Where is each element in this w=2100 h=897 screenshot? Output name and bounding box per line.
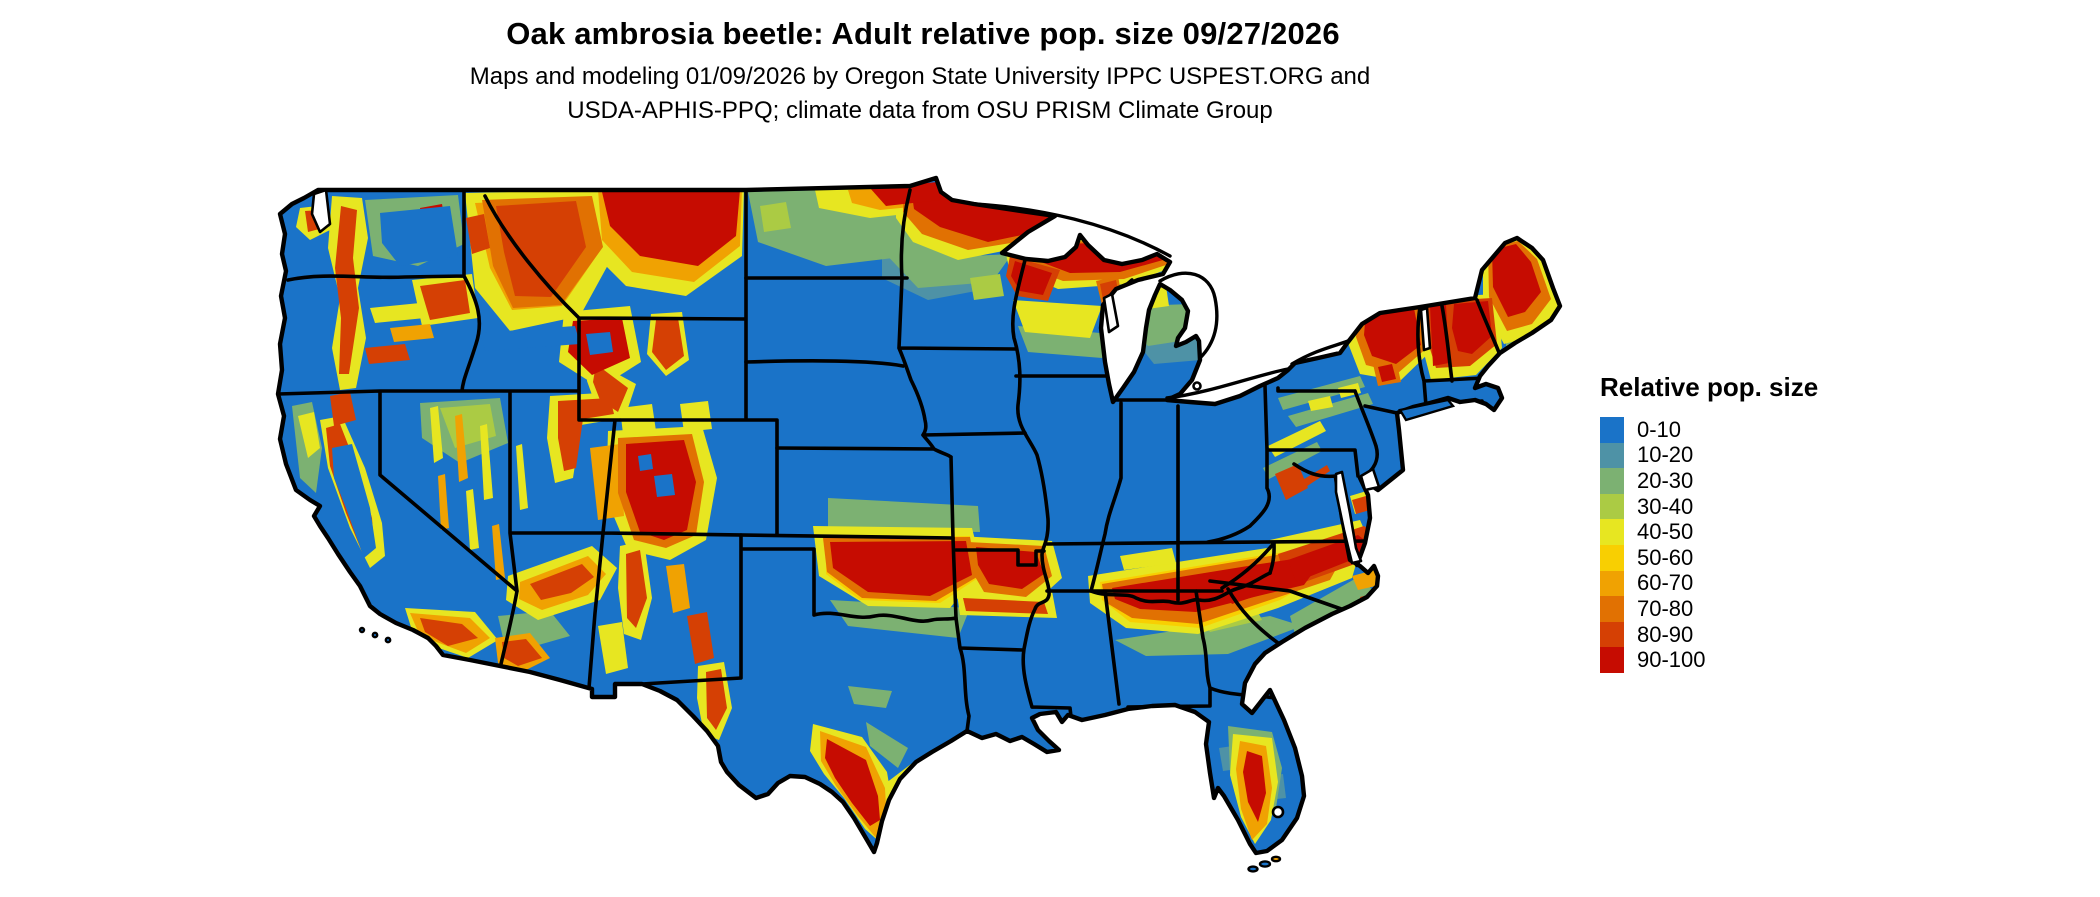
lake-superior-border bbox=[972, 202, 1172, 258]
map-attribution: Maps and modeling 01/09/2026 by Oregon S… bbox=[470, 60, 1370, 128]
legend-swatch-70-80 bbox=[1600, 596, 1624, 622]
lake-st-clair bbox=[1192, 381, 1202, 391]
us-map bbox=[270, 148, 1580, 873]
legend-item: 50-60 bbox=[1600, 545, 1818, 571]
channel-islands bbox=[358, 626, 366, 634]
legend-label: 90-100 bbox=[1637, 647, 1706, 673]
legend-label: 70-80 bbox=[1637, 595, 1694, 621]
legend-swatch-80-90 bbox=[1600, 621, 1624, 648]
green-bay bbox=[1102, 292, 1120, 334]
low-value-basins bbox=[332, 206, 675, 558]
florida-keys bbox=[1258, 860, 1272, 868]
legend-label: 10-20 bbox=[1637, 442, 1694, 468]
attribution-line-2: USDA-APHIS-PPQ; climate data from OSU PR… bbox=[567, 97, 1273, 124]
legend-item: 40-50 bbox=[1600, 519, 1818, 545]
legend-label: 50-60 bbox=[1637, 544, 1694, 570]
map-legend: Relative pop. size 0-10 10-20 20-30 30-4… bbox=[1600, 372, 1818, 673]
legend-item: 0-10 bbox=[1600, 417, 1818, 443]
legend-item: 70-80 bbox=[1600, 596, 1818, 622]
puget-sound bbox=[310, 188, 332, 234]
water-bodies bbox=[310, 188, 1432, 819]
state-borders bbox=[278, 188, 1502, 736]
islands bbox=[358, 398, 1456, 873]
legend-item: 10-20 bbox=[1600, 442, 1818, 469]
legend-label: 20-30 bbox=[1637, 467, 1694, 493]
legend-item: 90-100 bbox=[1600, 647, 1818, 673]
legend-label: 40-50 bbox=[1637, 519, 1694, 545]
lake-erie-border bbox=[1165, 367, 1290, 400]
legend-swatch-10-20 bbox=[1600, 442, 1624, 469]
legend-label: 60-70 bbox=[1637, 570, 1694, 596]
page-title: Oak ambrosia beetle: Adult relative pop.… bbox=[506, 16, 1340, 51]
chesapeake-bay bbox=[1334, 470, 1363, 565]
legend-item: 80-90 bbox=[1600, 622, 1818, 648]
legend-swatch-20-30 bbox=[1600, 468, 1624, 494]
legend-item: 60-70 bbox=[1600, 570, 1818, 597]
map-area bbox=[270, 148, 1580, 892]
lake-okeechobee bbox=[1271, 805, 1285, 819]
legend-item: 20-30 bbox=[1600, 468, 1818, 494]
legend-label: 30-40 bbox=[1637, 493, 1694, 519]
florida-keys bbox=[1270, 855, 1282, 863]
legend-swatch-0-10 bbox=[1600, 417, 1624, 443]
legend-item: 30-40 bbox=[1600, 494, 1818, 520]
great-lakes-border-lines bbox=[972, 202, 1350, 400]
lake-huron-border bbox=[1158, 271, 1219, 360]
legend-label: 0-10 bbox=[1637, 416, 1682, 442]
attribution-line-1: Maps and modeling 01/09/2026 by Oregon S… bbox=[469, 63, 1371, 90]
delaware-bay bbox=[1359, 467, 1381, 492]
florida-keys bbox=[1247, 865, 1259, 873]
legend-swatch-60-70 bbox=[1600, 570, 1624, 597]
legend-swatch-50-60 bbox=[1600, 544, 1624, 571]
lake-ontario-border bbox=[1290, 339, 1350, 366]
long-island bbox=[1398, 398, 1456, 422]
legend-swatch-40-50 bbox=[1600, 519, 1624, 545]
legend-swatch-90-100 bbox=[1600, 647, 1624, 673]
population-surface bbox=[278, 182, 1560, 845]
legend-items: 0-10 10-20 20-30 30-40 40-50 50-60 60-70… bbox=[1600, 417, 1818, 673]
channel-islands bbox=[371, 631, 379, 639]
lake-champlain bbox=[1419, 306, 1432, 352]
legend-swatch-30-40 bbox=[1600, 493, 1624, 520]
legend-title: Relative pop. size bbox=[1600, 372, 1819, 402]
legend-label: 80-90 bbox=[1637, 621, 1694, 647]
channel-islands bbox=[384, 636, 392, 644]
